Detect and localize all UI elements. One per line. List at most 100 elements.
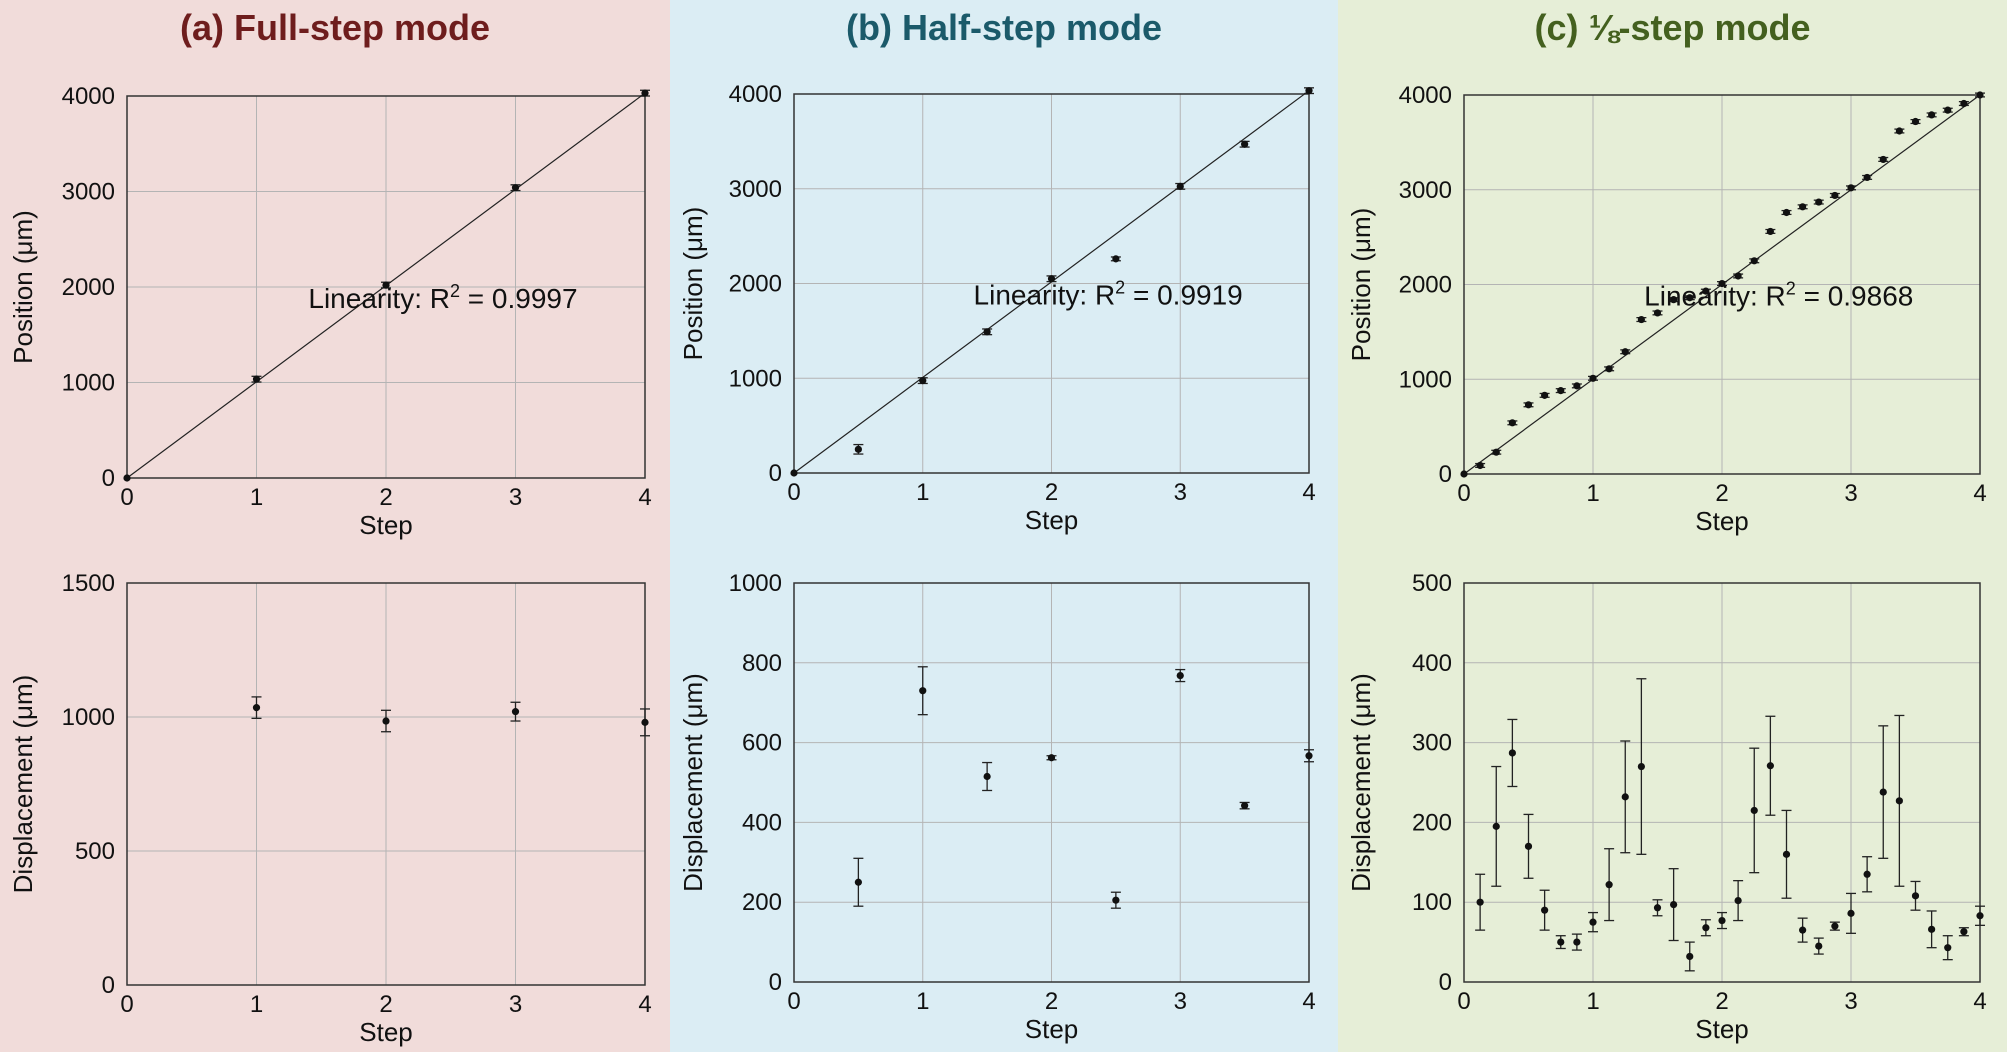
panel-0-top-data-point <box>641 89 649 97</box>
panel-2-top-data-point <box>1766 227 1774 236</box>
panel-0-top-chart: 0 1 2 3 4 0 1000 2000 3000 4000 Step Position (μm) L… <box>8 83 652 540</box>
panel-1-bottom-data-point <box>983 772 991 781</box>
panel-2-bottom-data-point <box>1815 942 1823 950</box>
panel-2-background <box>1338 0 2007 1052</box>
panel-1-bottom-xtick-label: 0 <box>787 988 800 1015</box>
panel-2-top-data-point <box>1686 294 1694 302</box>
panel-2-bottom-data-point <box>1573 938 1581 946</box>
annotation-superscript: 2 <box>450 281 460 301</box>
panel-0-bottom-data-point <box>382 717 390 725</box>
panel-2-top-data-point <box>1782 208 1791 217</box>
panel-2-top-xtick-label: 4 <box>1973 480 1986 507</box>
panel-2-top-data-point <box>1670 296 1678 304</box>
panel-0-top-xtick-label: 4 <box>638 484 651 511</box>
panel-1-top-ytick-label: 2000 <box>729 271 782 298</box>
panel-2-bottom-ytick-label: 0 <box>1439 969 1452 996</box>
panel-0-bottom-data-point <box>511 708 520 716</box>
panel-0-top-xtick-label: 1 <box>250 484 263 511</box>
panel-1-top-xtick-label: 1 <box>916 479 929 506</box>
panel-2-bottom-data-point <box>1508 749 1516 757</box>
panel-1-background <box>670 0 1338 1052</box>
panel-0-top-frame <box>126 95 646 479</box>
panel-0-top-ytick-label: 3000 <box>62 179 115 206</box>
panel-0-bottom-xtick-label: 0 <box>120 991 133 1018</box>
panel-0-bottom-xtick-label: 4 <box>638 991 651 1018</box>
panel-2-top-data-point <box>1621 348 1629 356</box>
panel-0-bottom-data-point <box>641 718 649 726</box>
panel-2-bottom-data-point <box>1492 822 1500 830</box>
panel-1-bottom-ylabel: Displacement (μm) <box>678 673 708 892</box>
panel-2-bottom-ytick-label: 300 <box>1412 730 1452 757</box>
panel-1-bottom-xtick-label: 2 <box>1045 988 1058 1015</box>
panel-2-top-data-point <box>1799 203 1807 211</box>
panel-1-top-data-point <box>854 445 862 453</box>
panel-2-top-data-point <box>1718 279 1726 288</box>
panel-2-top-data-point <box>1960 99 1968 108</box>
panel-0-bottom-frame <box>126 582 646 986</box>
panel-2-top-data-point <box>1460 470 1468 478</box>
panel-0-background <box>0 0 670 1052</box>
annotation-superscript: 2 <box>1115 277 1125 297</box>
panel-2-title: (c) ⅛-step mode <box>1534 7 1810 48</box>
panel-0-top-ytick-label: 0 <box>102 465 115 492</box>
panel-2-top-xtick-label: 0 <box>1457 480 1470 507</box>
annotation-text: Linearity: R <box>974 279 1116 310</box>
panel-1-bottom-ytick-label: 200 <box>742 889 782 916</box>
panel-2-bottom-data-point <box>1960 928 1968 936</box>
panel-2-bottom-data-point <box>1944 944 1952 952</box>
panel-2-bottom-data-point <box>1895 797 1903 805</box>
panel-2-top-xlabel: Step <box>1695 506 1749 536</box>
panel-1-top-xtick-label: 2 <box>1045 479 1058 506</box>
panel-1-bottom-data-point <box>1112 896 1120 904</box>
panel-1-bottom-ytick-label: 1000 <box>729 570 782 597</box>
panel-2-bottom-data-point <box>1653 904 1662 912</box>
panel-2-bottom-xtick-label: 2 <box>1715 988 1728 1015</box>
panel-1-bottom-ytick-label: 400 <box>742 809 782 836</box>
panel-0-top-xlabel: Step <box>359 510 413 540</box>
panel-2-bottom-data-point <box>1847 909 1855 917</box>
panel-2-bottom-data-point <box>1879 788 1887 796</box>
panel-1-top-ytick-label: 3000 <box>729 176 782 203</box>
panel-2-bottom-ytick-label: 400 <box>1412 650 1452 677</box>
panel-0-bottom-ytick-label: 0 <box>102 972 115 999</box>
panel-0-top-data-point <box>511 184 520 192</box>
panel-2-top-data-point <box>1702 287 1710 295</box>
panel-2-top-data-point <box>1605 365 1613 373</box>
annotation-superscript: 2 <box>1786 278 1796 298</box>
panel-2-top-frame <box>1463 94 1981 475</box>
panel-1-top-linearity-annotation: Linearity: R2 = 0.9919 <box>974 277 1243 310</box>
annotation-value: = 0.9868 <box>1796 280 1914 311</box>
panel-2-top-data-point <box>1976 91 1984 99</box>
panel-2-top-data-point <box>1557 387 1565 395</box>
panel-2-top-ylabel: Position (μm) <box>1346 208 1376 362</box>
panel-1-top-xtick-label: 0 <box>787 479 800 506</box>
panel-0-top-ytick-label: 4000 <box>62 83 115 110</box>
panel-1-top-frame <box>793 93 1310 474</box>
panel-2-bottom-data-point <box>1766 762 1774 770</box>
panel-0-top-ylabel: Position (μm) <box>8 210 38 364</box>
panel-2-top-data-point <box>1879 155 1887 164</box>
panel-2-bottom-data-point <box>1557 938 1565 946</box>
panel-0-bottom-xtick-label: 3 <box>509 991 522 1018</box>
panel-2-bottom-data-point <box>1541 906 1549 914</box>
panel-2-top-data-point <box>1911 117 1920 126</box>
panel-1-bottom-data-point <box>919 687 927 695</box>
panel-1-top-data-point <box>1047 275 1056 283</box>
panel-1-bottom-data-point <box>1176 671 1184 680</box>
panel-1-top-xtick-label: 4 <box>1302 479 1315 506</box>
panel-2-top-data-point <box>1492 448 1500 456</box>
panel-0-bottom-ylabel: Displacement (μm) <box>8 675 38 894</box>
panel-2-bottom-data-point <box>1734 897 1742 905</box>
panel-2-bottom-data-point <box>1702 924 1710 932</box>
panel-2-top-data-point <box>1831 191 1839 200</box>
panel-2-bottom-data-point <box>1750 806 1758 815</box>
panel-2-bottom-chart: 0 1 2 3 4 0 100 200 300 400 500 Step Displacement (μ… <box>1346 570 1987 1044</box>
panel-2-bottom-ytick-label: 500 <box>1412 570 1452 597</box>
panel-0-bottom-data-point <box>252 704 261 712</box>
panel-0-top-linearity-annotation: Linearity: R2 = 0.9997 <box>308 281 577 314</box>
panel-2-bottom-data-point <box>1476 898 1484 906</box>
panel-2-bottom-data-point <box>1524 842 1533 850</box>
panel-2-bottom-xtick-label: 0 <box>1457 988 1470 1015</box>
panel-2-top-data-point <box>1541 391 1549 399</box>
